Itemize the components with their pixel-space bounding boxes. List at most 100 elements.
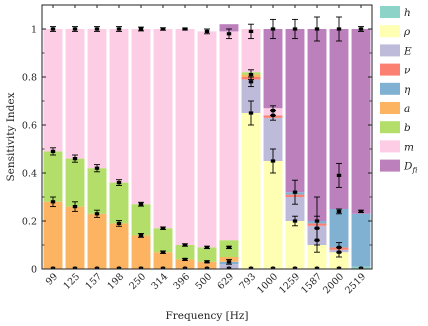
legend-label-Dfi: Dfi (403, 161, 417, 175)
legend-item-Dfi: Dfi (380, 159, 417, 175)
bar-segment-a-314 (153, 252, 173, 269)
error-bar-1259-37 (292, 215, 298, 227)
error-bar-500-22 (204, 245, 210, 250)
error-bar-793-30 (248, 100, 254, 126)
legend-item-η: η (380, 82, 411, 96)
bar-segment-η-2000 (329, 209, 349, 248)
error-bar-250-12 (138, 26, 144, 32)
legend-swatch-a (380, 102, 400, 114)
y-axis-label: Sensitivity Index (5, 92, 17, 181)
bars-layer (43, 24, 371, 269)
error-bar-1000-31 (270, 18, 276, 40)
x-tick-label-157: 157 (84, 271, 105, 292)
error-bar-1259-35 (292, 18, 298, 40)
legend-label-a: a (404, 103, 410, 115)
bar-segment-b-396 (175, 245, 195, 260)
y-tick-label-0.8: 0.8 (22, 73, 37, 84)
bar-segment-m-157 (87, 29, 107, 169)
bar-segment-b-99 (43, 151, 63, 202)
x-tick-label-125: 125 (62, 271, 83, 292)
error-bar-99-1 (50, 147, 56, 156)
y-tick-label-0.4: 0.4 (22, 169, 37, 180)
legend-swatch-ρ (380, 25, 400, 38)
bar-segment-Dfi-1587 (307, 29, 327, 221)
error-bar-250-14 (138, 233, 144, 238)
error-bar-1000-33 (270, 110, 276, 121)
error-bar-793-29 (248, 76, 254, 88)
bar-segment-Dfi-629 (219, 24, 239, 32)
bar-segment-b-157 (87, 168, 107, 214)
y-tick-label-0.2: 0.2 (22, 217, 37, 228)
error-bar-125-3 (72, 26, 78, 32)
x-tick-label-396: 396 (172, 271, 193, 292)
error-bar-157-6 (94, 26, 100, 32)
bar-segment-b-314 (153, 228, 173, 253)
legend-item-a: a (380, 102, 410, 115)
error-bar-2000-44 (336, 208, 342, 215)
x-tick-label-500: 500 (194, 271, 215, 292)
legend-item-m: m (380, 140, 414, 153)
legend-swatch-ν (380, 63, 400, 76)
error-bar-125-5 (72, 201, 78, 212)
legend-item-h: h (380, 6, 411, 19)
x-tick-label-629: 629 (216, 271, 237, 292)
legend-item-b: b (380, 121, 411, 134)
bar-segment-Dfi-2519 (351, 29, 371, 214)
bar-segment-a-396 (175, 259, 195, 269)
error-bar-314-17 (160, 250, 166, 254)
error-bar-250-13 (138, 201, 144, 207)
error-bar-157-7 (94, 164, 100, 173)
bar-segment-m-314 (153, 29, 173, 229)
error-bar-2000-46 (336, 246, 342, 258)
y-tick-label-0.6: 0.6 (22, 121, 37, 132)
legend-label-ρ: ρ (403, 26, 411, 38)
error-bar-396-19 (182, 243, 188, 247)
bar-segment-ρ-1587 (307, 245, 327, 269)
legend-swatch-Dfi (380, 159, 400, 172)
error-bar-500-21 (204, 28, 210, 35)
error-bar-1587-38 (314, 16, 320, 42)
legend-item-ν: ν (380, 63, 411, 77)
x-tick-label-1000: 1000 (255, 271, 280, 296)
error-bar-2519-47 (358, 26, 364, 32)
error-bar-1587-41 (314, 227, 320, 253)
error-bar-314-16 (160, 226, 166, 230)
bar-segment-m-125 (65, 29, 85, 159)
bar-segment-ρ-793 (241, 113, 261, 269)
error-bar-629-26 (226, 258, 232, 265)
bar-segment-ρ-1000 (263, 161, 283, 269)
bar-segment-m-99 (43, 29, 63, 152)
bar-segment-ρ-1259 (285, 221, 305, 269)
bar-segment-m-396 (175, 29, 195, 245)
legend-label-h: h (404, 7, 411, 19)
error-bar-198-9 (116, 26, 122, 32)
bar-segment-m-793 (241, 29, 261, 73)
error-bar-1000-34 (270, 148, 276, 174)
legend-swatch-b (380, 121, 400, 134)
y-axis: 0 0.2 0.4 0.6 0.8 1 (22, 4, 372, 276)
bar-segment-E-1000 (263, 117, 283, 161)
y-tick-label-1: 1 (31, 25, 37, 36)
bar-segment-E-1259 (285, 197, 305, 221)
error-bar-2000-42 (336, 16, 342, 42)
x-tick-label-1259: 1259 (277, 271, 302, 296)
bar-segment-a-250 (131, 235, 151, 269)
error-bar-125-4 (72, 154, 78, 163)
error-bar-396-18 (182, 27, 188, 31)
bar-segment-m-500 (197, 31, 217, 248)
legend-label-b: b (404, 122, 411, 134)
x-tick-label-1587: 1587 (299, 271, 324, 296)
x-axis-label: Frequency [Hz] (165, 310, 248, 322)
legend-label-E: E (403, 45, 412, 57)
x-tick-label-250: 250 (128, 271, 149, 292)
bar-segment-E-793 (241, 79, 261, 113)
legend-swatch-η (380, 82, 400, 95)
bar-segment-a-500 (197, 261, 217, 269)
x-tick-label-314: 314 (150, 271, 171, 292)
legend-label-m: m (404, 141, 414, 153)
bar-segment-a-99 (43, 201, 63, 269)
bar-segment-a-198 (109, 223, 129, 269)
error-bars-layer (50, 16, 364, 269)
